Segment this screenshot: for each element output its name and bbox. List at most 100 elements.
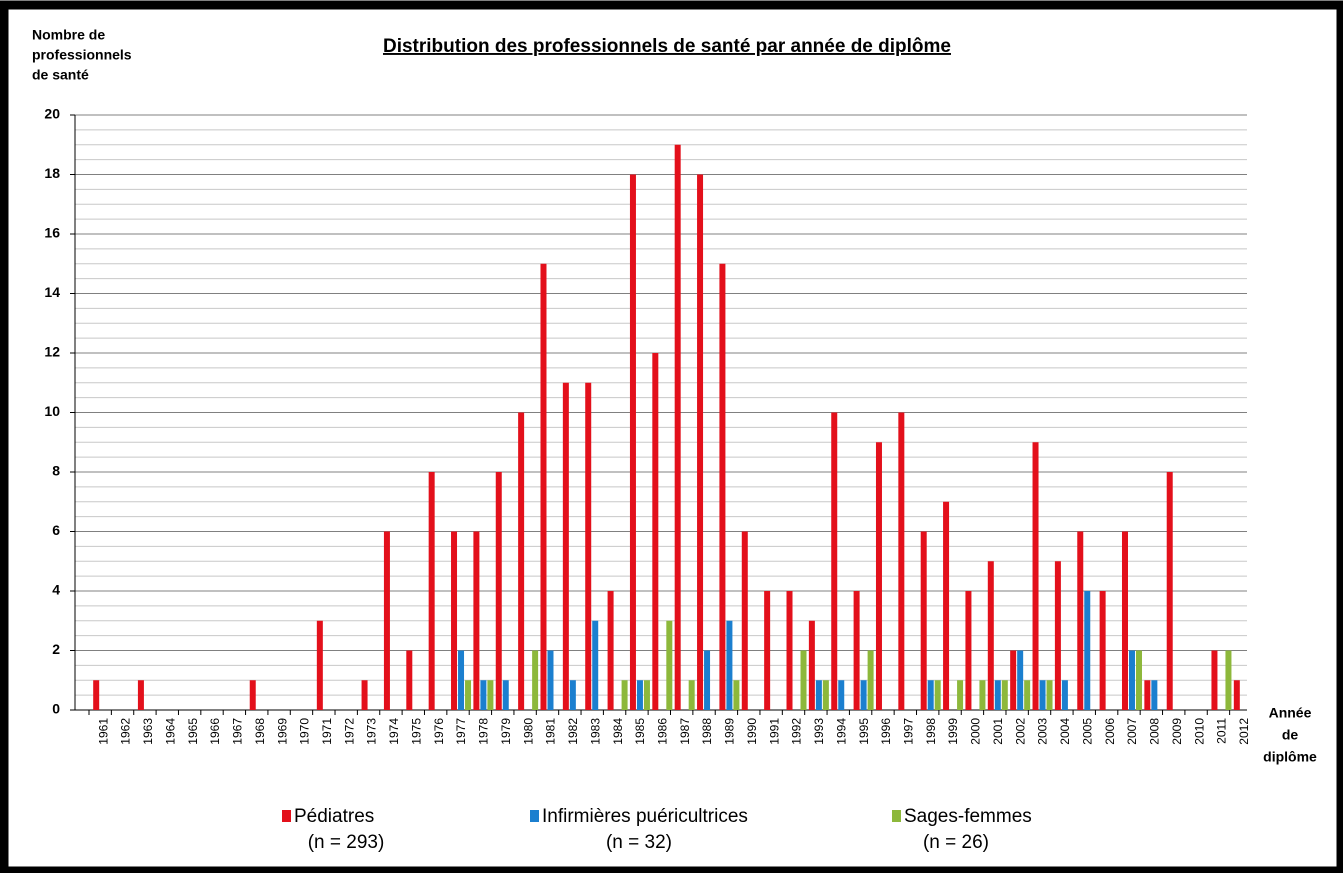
- bar: [643, 680, 650, 710]
- x-tick-label: 1961: [96, 718, 110, 745]
- y-tick-label: 6: [52, 522, 60, 538]
- x-tick-label: 1973: [365, 718, 379, 745]
- x-tick-label: 1967: [231, 718, 245, 745]
- bar: [957, 680, 964, 710]
- bar: [1121, 531, 1128, 710]
- bar: [629, 174, 636, 710]
- x-tick-label: 1962: [119, 718, 133, 745]
- bar: [1144, 680, 1151, 710]
- x-tick-label: 1985: [633, 718, 647, 745]
- bar: [473, 531, 480, 710]
- y-tick-label: 2: [52, 641, 60, 657]
- x-tick-label: 1988: [700, 718, 714, 745]
- x-tick-label: 1965: [186, 718, 200, 745]
- bar: [518, 412, 525, 710]
- legend-sub: (n = 32): [606, 832, 672, 853]
- bar: [764, 591, 771, 710]
- bar: [741, 531, 748, 710]
- bar: [800, 650, 807, 710]
- x-axis-label: Année: [1269, 705, 1312, 721]
- bar: [1046, 680, 1053, 710]
- x-tick-label: 1980: [521, 718, 535, 745]
- legend-sub: (n = 26): [923, 832, 989, 853]
- x-tick-label: 1996: [879, 718, 893, 745]
- x-tick-label: 1998: [924, 718, 938, 745]
- x-tick-label: 1971: [320, 718, 334, 745]
- x-tick-label: 1995: [857, 718, 871, 745]
- bar: [406, 650, 413, 710]
- bar: [1054, 561, 1061, 710]
- bar: [674, 144, 681, 710]
- x-tick-label: 1992: [790, 718, 804, 745]
- legend-label: Sages-femmes: [904, 806, 1032, 827]
- x-tick-label: 1989: [723, 718, 737, 745]
- x-tick-label: 1968: [253, 718, 267, 745]
- bar: [822, 680, 829, 710]
- x-tick-label: 1966: [208, 718, 222, 745]
- bar: [495, 472, 502, 710]
- bar: [838, 680, 845, 710]
- bar: [927, 680, 934, 710]
- x-tick-label: 2000: [969, 718, 983, 745]
- y-axis-label: de santé: [32, 67, 89, 83]
- bar: [569, 680, 576, 710]
- y-tick-label: 8: [52, 463, 60, 479]
- bar: [607, 591, 614, 710]
- y-tick-label: 10: [44, 403, 60, 419]
- x-tick-label: 1983: [588, 718, 602, 745]
- bar: [697, 174, 704, 710]
- bar: [1084, 591, 1091, 710]
- x-axis-label: de: [1282, 727, 1299, 743]
- bar: [532, 650, 539, 710]
- bar: [719, 263, 726, 710]
- x-tick-label: 1976: [432, 718, 446, 745]
- bar: [1077, 531, 1084, 710]
- bar: [383, 531, 390, 710]
- x-tick-label: 2008: [1148, 718, 1162, 745]
- bar: [994, 680, 1001, 710]
- x-tick-label: 1982: [566, 718, 580, 745]
- bar: [487, 680, 494, 710]
- bar: [1017, 650, 1024, 710]
- x-tick-label: 1997: [902, 718, 916, 745]
- y-tick-label: 0: [52, 701, 60, 717]
- bar: [451, 531, 458, 710]
- bar: [547, 650, 554, 710]
- bar: [979, 680, 986, 710]
- x-tick-label: 1994: [834, 718, 848, 745]
- bar: [831, 412, 838, 710]
- y-tick-label: 12: [44, 344, 60, 360]
- x-tick-label: 1974: [387, 718, 401, 745]
- bar: [666, 620, 673, 710]
- y-tick-label: 20: [44, 106, 60, 122]
- bar: [867, 650, 874, 710]
- bar: [808, 620, 815, 710]
- x-tick-label: 2006: [1103, 718, 1117, 745]
- bar: [652, 353, 659, 710]
- x-tick-label: 1984: [611, 718, 625, 745]
- x-tick-label: 2012: [1237, 718, 1251, 745]
- bar: [786, 591, 793, 710]
- bar: [1099, 591, 1106, 710]
- legend-label: Pédiatres: [294, 806, 374, 827]
- bar: [1032, 442, 1039, 710]
- bar: [1233, 680, 1240, 710]
- bar: [898, 412, 905, 710]
- bar: [733, 680, 740, 710]
- legend-swatch: [282, 810, 291, 822]
- x-tick-label: 1987: [678, 718, 692, 745]
- legend-swatch: [892, 810, 901, 822]
- bar: [853, 591, 860, 710]
- bar: [920, 531, 927, 710]
- x-tick-label: 1990: [745, 718, 759, 745]
- bar: [688, 680, 695, 710]
- bar: [1010, 650, 1017, 710]
- bar: [592, 620, 599, 710]
- x-tick-label: 1999: [946, 718, 960, 745]
- legend-sub: (n = 293): [308, 832, 385, 853]
- bar: [987, 561, 994, 710]
- y-tick-label: 16: [44, 225, 60, 241]
- bar: [621, 680, 628, 710]
- bar: [943, 501, 950, 710]
